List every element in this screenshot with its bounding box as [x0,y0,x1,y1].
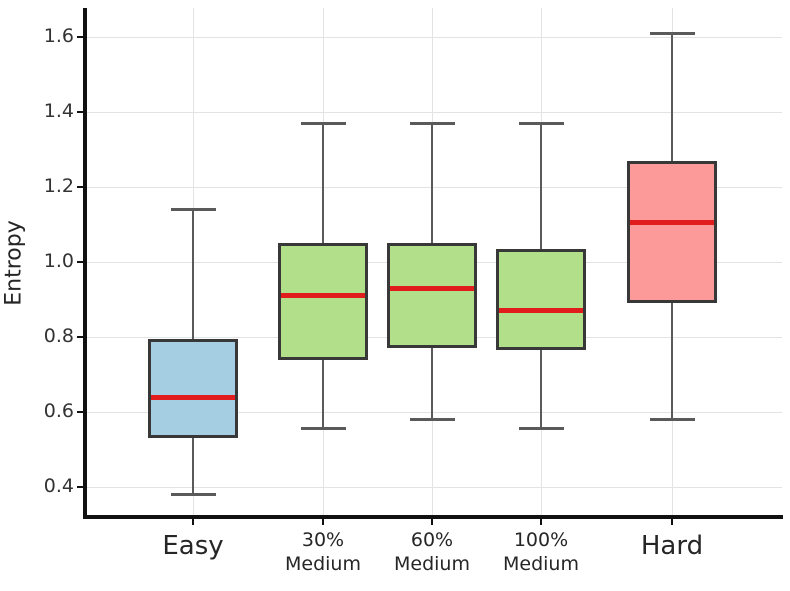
y-tick-label: 1.0 [43,250,74,272]
y-axis-tick [77,336,83,338]
median-line-60-medium [390,285,474,291]
whisker-cap-bottom-30-medium [300,427,346,431]
y-tick-label: 1.6 [43,25,74,47]
axis-bottom-spine [83,515,783,519]
median-line-100-medium [499,308,583,314]
whisker-cap-top-100-medium [518,121,564,125]
gridline-h [87,411,782,413]
whisker-cap-top-30-medium [300,121,346,125]
median-line-30-medium [281,293,365,299]
x-axis-tick-easy [192,519,194,525]
whisker-cap-bottom-60-medium [409,418,455,421]
x-tick-label-60-medium: 60% Medium [394,529,470,575]
x-axis-tick-30-medium [322,519,324,525]
box-hard [627,160,717,304]
x-tick-label-30-medium: 30% Medium [285,529,361,575]
gridline-h [87,36,782,38]
whisker-cap-bottom-hard [649,418,695,421]
whisker-cap-top-60-medium [409,121,455,125]
x-axis-tick-hard [671,519,673,525]
gridline-h [87,111,782,113]
y-tick-label: 0.4 [43,475,74,497]
median-line-hard [630,220,714,226]
box-easy [148,338,238,439]
x-tick-label-hard: Hard [640,531,704,561]
box-100-medium [496,248,586,351]
y-axis-tick [77,111,83,113]
y-tick-label: 0.8 [43,325,74,347]
y-tick-label: 1.4 [43,100,74,122]
y-axis-tick [77,411,83,413]
x-axis-tick-100-medium [540,519,542,525]
y-axis-tick [77,36,83,38]
median-line-easy [151,394,235,400]
whisker-cap-bottom-easy [170,493,216,496]
gridline-h [87,186,782,188]
box-60-medium [387,243,477,349]
x-tick-label-100-medium: 100% Medium [503,529,579,575]
x-axis-tick-60-medium [431,519,433,525]
whisker-cap-top-hard [649,31,695,35]
whisker-cap-bottom-100-medium [518,427,564,431]
y-tick-label: 1.2 [43,175,74,197]
whisker-cap-top-easy [170,208,216,211]
y-tick-label: 0.6 [43,400,74,422]
gridline-h [87,486,782,488]
box-30-medium [278,243,368,360]
x-tick-label-easy: Easy [162,531,224,561]
y-axis-tick [77,486,83,488]
axis-left-spine [83,8,87,519]
y-axis-tick [77,186,83,188]
y-axis-tick [77,261,83,263]
